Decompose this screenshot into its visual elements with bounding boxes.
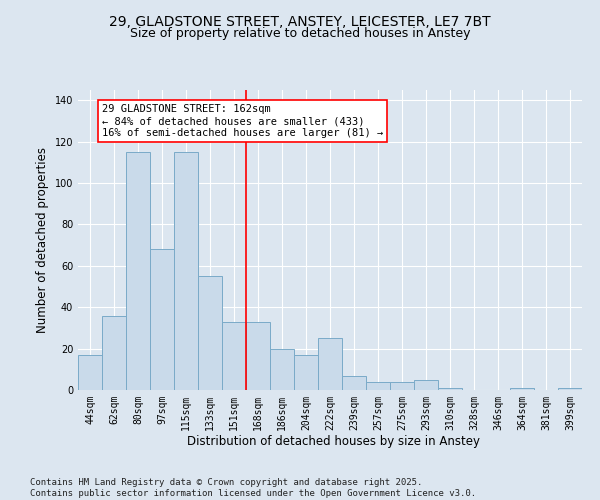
Text: 29, GLADSTONE STREET, ANSTEY, LEICESTER, LE7 7BT: 29, GLADSTONE STREET, ANSTEY, LEICESTER,… [109, 15, 491, 29]
Bar [126, 152, 150, 390]
Bar [342, 376, 366, 390]
Bar [558, 388, 582, 390]
Text: Size of property relative to detached houses in Anstey: Size of property relative to detached ho… [130, 28, 470, 40]
Text: Contains HM Land Registry data © Crown copyright and database right 2025.
Contai: Contains HM Land Registry data © Crown c… [30, 478, 476, 498]
Bar [414, 380, 438, 390]
Bar [318, 338, 342, 390]
Bar [78, 355, 102, 390]
Bar [150, 250, 174, 390]
Bar [366, 382, 390, 390]
Bar [270, 348, 294, 390]
Bar [390, 382, 414, 390]
Bar [438, 388, 462, 390]
Y-axis label: Number of detached properties: Number of detached properties [36, 147, 49, 333]
Text: 29 GLADSTONE STREET: 162sqm
← 84% of detached houses are smaller (433)
16% of se: 29 GLADSTONE STREET: 162sqm ← 84% of det… [102, 104, 383, 138]
Bar [294, 355, 318, 390]
Bar [102, 316, 126, 390]
Bar [510, 388, 534, 390]
Bar [198, 276, 222, 390]
Text: Distribution of detached houses by size in Anstey: Distribution of detached houses by size … [187, 435, 479, 448]
Bar [174, 152, 198, 390]
Bar [222, 322, 246, 390]
Bar [246, 322, 270, 390]
